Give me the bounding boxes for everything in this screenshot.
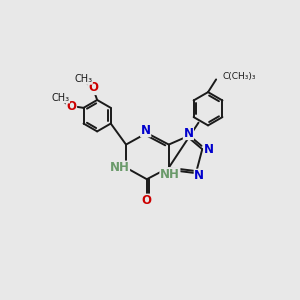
Text: N: N xyxy=(183,127,194,140)
Text: NH: NH xyxy=(110,161,130,174)
Text: O: O xyxy=(88,82,98,94)
Text: CH₃: CH₃ xyxy=(74,74,92,84)
Text: CH₃: CH₃ xyxy=(51,93,70,103)
Text: N: N xyxy=(204,143,214,156)
Text: C(CH₃)₃: C(CH₃)₃ xyxy=(223,72,256,81)
Text: N: N xyxy=(194,169,204,182)
Text: N: N xyxy=(141,124,151,137)
Text: O: O xyxy=(67,100,76,113)
Text: NH: NH xyxy=(160,168,180,181)
Text: O: O xyxy=(142,194,152,207)
